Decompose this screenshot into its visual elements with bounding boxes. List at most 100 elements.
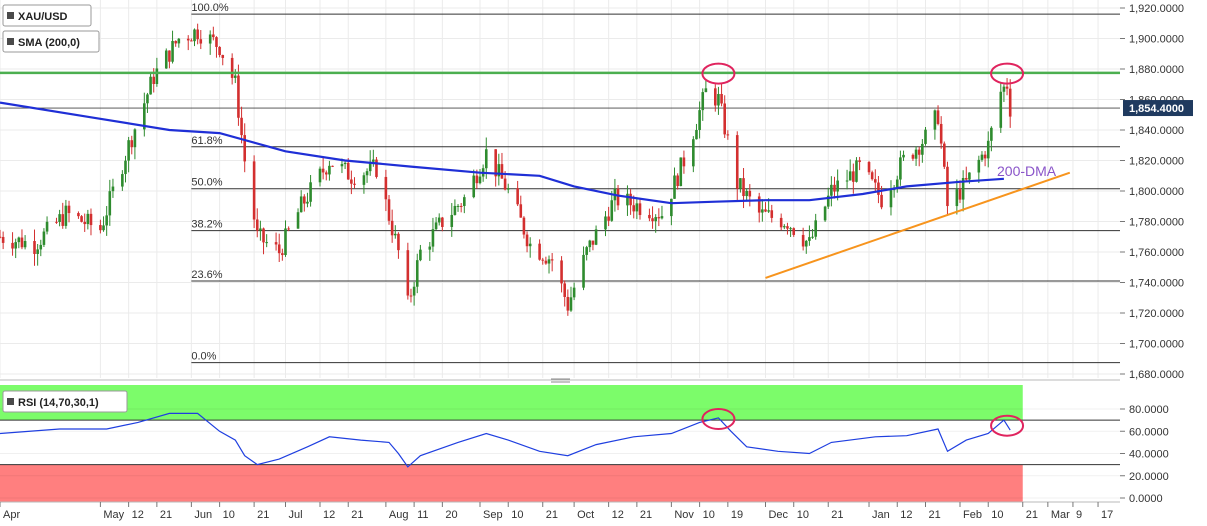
x-tick-label: 12 [900, 509, 912, 521]
x-tick-label: Mar [1051, 509, 1070, 521]
fib-label: 23.6% [191, 269, 222, 281]
bull-candle [164, 50, 168, 69]
bull-candle [419, 249, 422, 261]
x-tick-label: 10 [797, 509, 809, 521]
fib-label: 38.2% [191, 219, 222, 231]
x-tick-label: Jul [288, 509, 302, 521]
oversold-zone [0, 464, 1023, 502]
bull-candle [171, 40, 174, 62]
bear-candle [387, 199, 391, 221]
bull-candle [124, 160, 127, 175]
bull-candle [811, 236, 814, 238]
bull-candle [585, 247, 588, 255]
bull-candle [108, 191, 112, 216]
bull-candle [701, 92, 705, 111]
bear-candle [237, 75, 240, 118]
bear-candle [939, 123, 943, 144]
fib-label: 100.0% [191, 2, 229, 14]
bull-candle [415, 260, 419, 287]
bear-candle [519, 204, 523, 218]
x-tick-label: 17 [1101, 509, 1113, 521]
bear-candle [833, 184, 836, 192]
bull-candle [127, 140, 130, 161]
bear-candle [911, 154, 915, 159]
bear-candle [77, 213, 80, 217]
bear-candle [243, 135, 247, 162]
bull-candle [309, 182, 312, 202]
bear-candle [726, 134, 730, 136]
panel-resize-handle[interactable] [551, 378, 570, 383]
bear-candle [764, 209, 767, 212]
x-tick-label: Nov [674, 509, 694, 521]
sma-legend[interactable]: SMA (200,0) [2, 30, 100, 53]
bull-candle [739, 178, 742, 189]
bear-candle [723, 103, 727, 135]
bull-candle [999, 91, 1003, 128]
price-tick-label: 1,720.0000 [1129, 308, 1184, 320]
bear-candle [877, 182, 880, 195]
bull-candle [902, 154, 905, 158]
bull-candle [328, 165, 331, 175]
bear-candle [252, 161, 256, 220]
x-tick-label: 10 [991, 509, 1003, 521]
bear-candle [321, 168, 325, 173]
bear-candle [591, 240, 595, 245]
bear-candle [99, 225, 102, 231]
bear-candle [281, 253, 284, 256]
bear-candle [648, 214, 651, 219]
high-markers [701, 62, 1025, 85]
bull-candle [412, 286, 416, 296]
bear-candle [792, 228, 796, 235]
rsi-tick-label: 80.0000 [1129, 404, 1169, 416]
rsi-grid [0, 408, 1120, 499]
bear-candle [500, 164, 504, 179]
bull-candle [343, 162, 347, 165]
bear-candle [287, 228, 290, 230]
bull-candle [695, 129, 698, 140]
bull-candle [921, 143, 924, 155]
bull-candle [528, 243, 532, 247]
bull-candle [434, 222, 438, 230]
bull-candle [368, 161, 372, 172]
bear-candle [560, 260, 563, 284]
candlestick-series [0, 23, 1012, 316]
bull-candle [692, 139, 695, 167]
bear-candle [390, 220, 394, 236]
rsi-line [0, 412, 1011, 468]
bull-candle [284, 228, 287, 256]
bull-candle [133, 129, 137, 148]
bear-candle [880, 194, 883, 208]
x-tick-label: 12 [612, 509, 624, 521]
bear-candle [720, 93, 723, 104]
bull-candle [437, 217, 441, 223]
bull-candle [955, 189, 959, 207]
bull-candle [761, 209, 764, 213]
bull-candle [86, 213, 90, 225]
bear-candle [852, 171, 855, 182]
bear-candle [441, 217, 444, 227]
bear-candle [0, 236, 2, 238]
symbol-legend[interactable]: XAU/USD [2, 4, 92, 27]
bull-candle [58, 214, 61, 223]
collapse-icon [7, 38, 14, 45]
bear-candle [735, 135, 739, 189]
bull-candle [980, 154, 984, 160]
bull-candle [670, 198, 673, 217]
bull-candle [826, 195, 830, 207]
bear-candle [230, 57, 234, 78]
rsi-legend[interactable]: RSI (14,70,30,1) [2, 390, 128, 413]
bull-candle [594, 229, 598, 245]
x-tick-label: 21 [1026, 509, 1038, 521]
bear-candle [563, 283, 567, 297]
x-tick-label: Jun [194, 509, 212, 521]
bull-candle [484, 149, 488, 169]
bull-candle [299, 196, 303, 213]
high-circle [990, 62, 1025, 85]
bear-candle [67, 205, 71, 214]
bull-candle [673, 175, 676, 199]
price-tick-label: 1,820.0000 [1129, 156, 1184, 168]
bear-candle [346, 162, 350, 180]
x-tick-label: 19 [731, 509, 743, 521]
bear-candle [215, 37, 218, 47]
bull-candle [193, 29, 196, 42]
